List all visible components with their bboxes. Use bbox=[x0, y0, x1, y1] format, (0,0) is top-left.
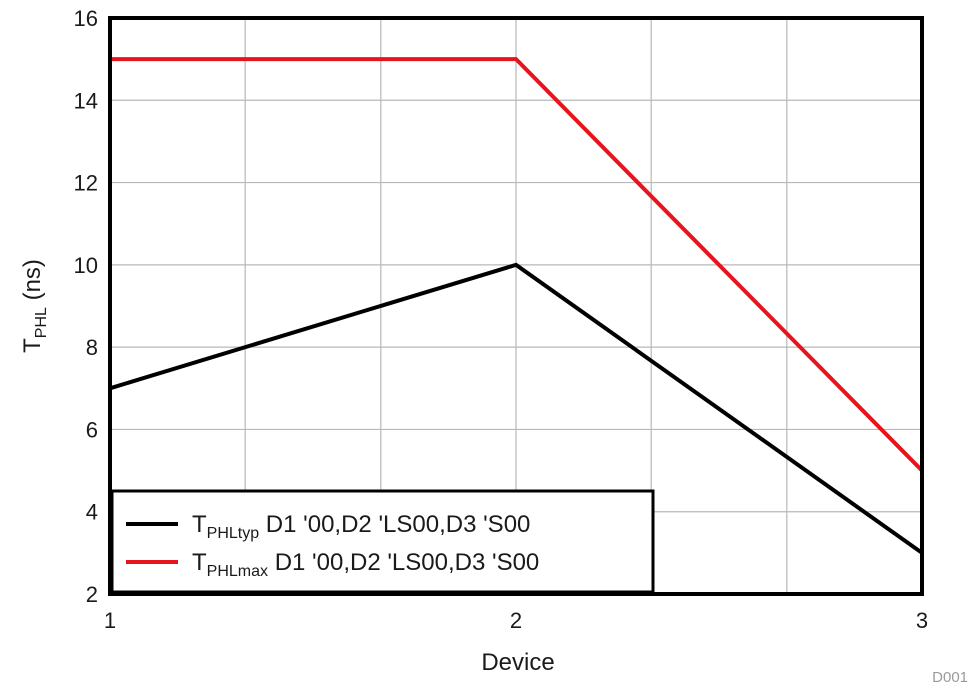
y-tick-label-0: 2 bbox=[86, 582, 98, 607]
legend-entry-max: TPHLmax D1 '00,D2 'LS00,D3 'S00 bbox=[192, 549, 539, 580]
x-tick-label-2: 3 bbox=[916, 608, 928, 633]
series-line-1 bbox=[110, 57, 924, 472]
series-line-0 bbox=[109, 262, 924, 555]
legend-entry-typ: TPHLtyp D1 '00,D2 'LS00,D3 'S00 bbox=[192, 511, 530, 542]
y-tick-label-4: 10 bbox=[74, 253, 98, 278]
y-tick-label-7: 16 bbox=[74, 6, 98, 31]
y-tick-label-5: 12 bbox=[74, 171, 98, 196]
series-lines bbox=[109, 57, 924, 555]
y-axis-label: TPHL (ns) bbox=[19, 259, 50, 353]
x-tick-label-1: 2 bbox=[510, 608, 522, 633]
y-tick-label-2: 6 bbox=[86, 417, 98, 442]
y-tick-label-6: 14 bbox=[74, 88, 98, 113]
legend-box bbox=[110, 489, 655, 594]
x-tick-label-0: 1 bbox=[104, 608, 116, 633]
x-axis-label: Device bbox=[481, 649, 554, 676]
y-tick-label-3: 8 bbox=[86, 335, 98, 360]
plot-frame bbox=[108, 16, 924, 596]
x-tick-labels: 1 2 3 bbox=[104, 608, 928, 633]
y-tick-label-1: 4 bbox=[86, 500, 98, 525]
y-tick-labels: 2 4 6 8 10 12 14 16 bbox=[74, 6, 98, 607]
legend: TPHLtyp D1 '00,D2 'LS00,D3 'S00 TPHLmax … bbox=[110, 489, 655, 594]
figure-code: D001 bbox=[932, 669, 968, 686]
